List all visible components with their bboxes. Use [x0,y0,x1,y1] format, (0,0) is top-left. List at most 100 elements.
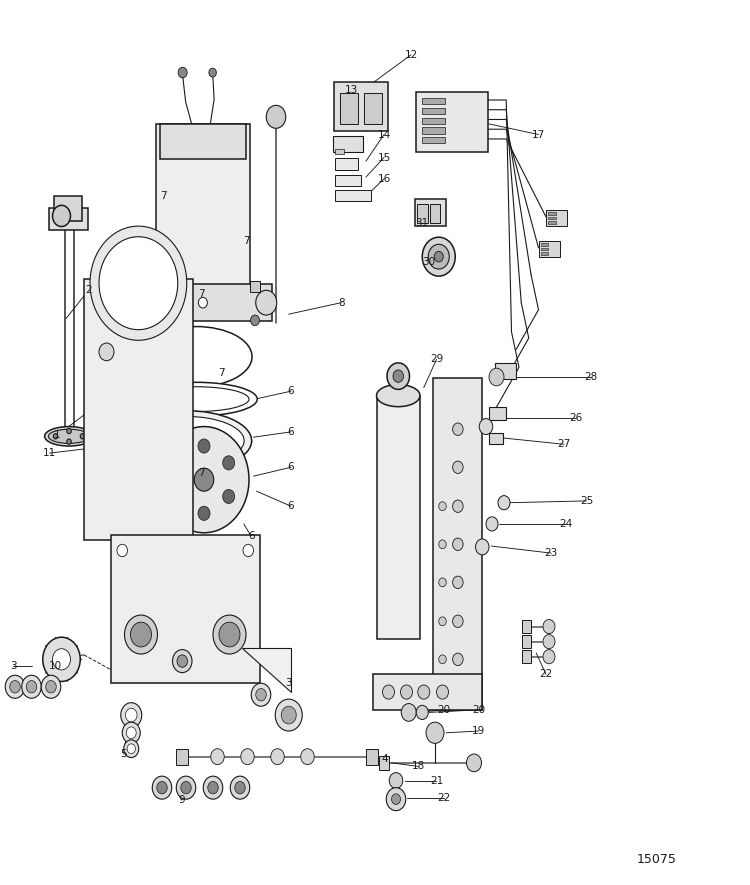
Ellipse shape [48,429,90,443]
Bar [541,243,548,246]
Bar [171,491,182,498]
Bar [522,635,531,648]
Circle shape [436,685,448,699]
Circle shape [140,297,149,308]
Text: 25: 25 [580,496,593,506]
Circle shape [203,776,223,799]
Bar [250,281,260,292]
Text: 7: 7 [198,289,204,299]
Ellipse shape [128,417,244,466]
Bar [417,204,428,223]
Circle shape [400,685,412,699]
Circle shape [80,434,85,439]
Circle shape [124,740,139,758]
Circle shape [53,205,70,227]
Bar [333,136,363,152]
Bar [335,175,361,186]
Bar [160,124,246,159]
Circle shape [178,67,187,78]
Text: 23: 23 [544,548,558,558]
Text: 6: 6 [248,531,254,542]
Text: 30: 30 [422,257,436,267]
Bar [340,93,358,124]
Text: 11: 11 [43,448,56,458]
Bar [430,204,440,223]
Circle shape [198,297,207,308]
Circle shape [166,135,184,157]
Text: 6: 6 [288,462,294,473]
Circle shape [256,689,266,701]
Bar [548,221,556,224]
Circle shape [543,635,555,649]
Text: 16: 16 [377,173,391,184]
Text: 3: 3 [285,678,291,689]
Bar [489,433,502,444]
Circle shape [439,655,446,664]
Bar [548,217,556,219]
Text: 2: 2 [86,285,92,296]
Bar [433,378,482,710]
Text: 27: 27 [557,439,571,450]
Circle shape [152,776,172,799]
Text: 17: 17 [532,129,545,140]
Text: 26: 26 [569,412,583,423]
Text: 7: 7 [243,235,249,246]
Ellipse shape [93,430,129,464]
Bar [379,756,389,770]
Circle shape [46,681,56,693]
Circle shape [181,781,191,794]
Circle shape [122,722,140,743]
Bar [49,208,88,230]
Bar [422,127,445,134]
Ellipse shape [141,327,252,387]
Text: 10: 10 [49,660,62,671]
Circle shape [22,675,41,698]
Bar [422,108,445,114]
Circle shape [67,439,71,444]
Text: 4: 4 [382,754,388,765]
Circle shape [452,615,463,627]
Bar [374,674,482,710]
Text: 7: 7 [198,467,204,478]
Bar [176,749,188,765]
Circle shape [439,578,446,587]
Circle shape [422,237,455,276]
Ellipse shape [376,384,420,406]
Circle shape [10,681,20,693]
Circle shape [90,226,187,340]
Text: 31: 31 [415,218,428,228]
Bar [335,190,371,201]
Circle shape [271,749,284,765]
Bar [541,248,548,250]
Circle shape [125,708,137,722]
Polygon shape [242,648,291,692]
Text: 29: 29 [430,354,443,365]
Circle shape [194,468,214,491]
Circle shape [452,538,463,550]
Circle shape [476,539,489,555]
Circle shape [219,622,240,647]
Circle shape [43,637,80,681]
Bar [84,279,193,540]
Bar [366,749,378,765]
Circle shape [235,781,245,794]
Circle shape [211,749,224,765]
Circle shape [543,650,555,664]
Circle shape [124,615,158,654]
Circle shape [301,749,314,765]
Circle shape [266,105,286,128]
Bar [54,196,82,221]
Circle shape [439,540,446,549]
Circle shape [382,685,394,699]
Text: 8: 8 [338,297,344,308]
Circle shape [41,675,61,698]
Text: 20: 20 [472,704,485,715]
Circle shape [213,615,246,654]
Circle shape [466,754,482,772]
Circle shape [99,236,178,329]
Text: 1: 1 [54,430,60,441]
Circle shape [392,794,400,804]
Text: 5: 5 [121,749,127,759]
Circle shape [275,699,302,731]
Text: 22: 22 [539,669,553,680]
